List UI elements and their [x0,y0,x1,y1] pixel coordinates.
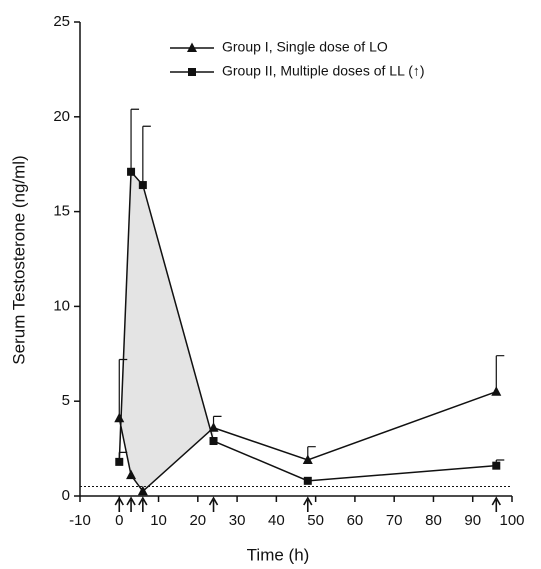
x-tick-label: 10 [150,512,167,529]
legend-marker [188,68,196,76]
y-tick-label: 0 [62,487,70,504]
error-bar [495,355,505,392]
x-axis-title: Time (h) [247,545,310,564]
legend-label: Group II, Multiple doses of LL (↑) [222,63,425,79]
x-tick-label: 60 [347,512,364,529]
y-axis-title: Serum Testosterone (ng/ml) [9,155,28,364]
shaded-area [119,171,214,492]
point [114,412,125,423]
error-bar [130,108,140,172]
point [126,469,137,480]
dose-arrow [126,496,136,512]
legend-marker [187,42,197,52]
x-tick-label: 100 [499,512,524,529]
point [115,457,124,466]
series-line [118,391,497,493]
x-tick-label: 80 [425,512,442,529]
point [127,167,136,176]
legend: Group I, Single dose of LO Group II, Mult… [170,39,425,79]
x-tick-label: 40 [268,512,285,529]
y-tick-label: 10 [53,297,70,314]
y-tick-label: 20 [53,108,70,125]
point [303,476,312,485]
x-tick-label: 0 [115,512,123,529]
legend-label: Group I, Single dose of LO [222,39,388,55]
y-tick-label: 15 [53,203,70,220]
point [492,461,501,470]
y-tick-label: 25 [53,13,70,30]
y-tick-label: 5 [62,392,70,409]
x-tick-label: 90 [464,512,481,529]
error-bar [142,125,151,186]
x-tick-label: 50 [307,512,324,529]
x-tick-label: -10 [69,512,91,529]
series-line [118,169,497,482]
point [209,437,218,446]
point [302,454,313,464]
point [491,386,502,396]
point [138,181,147,190]
dose-arrow [138,496,148,512]
dose-arrow [491,496,501,512]
x-tick-label: 30 [229,512,246,529]
dose-arrow [208,496,219,512]
x-tick-label: 70 [386,512,403,529]
dose-arrow [303,496,313,512]
point [137,485,148,496]
x-tick-label: 20 [189,512,206,529]
dose-arrow [114,496,124,512]
